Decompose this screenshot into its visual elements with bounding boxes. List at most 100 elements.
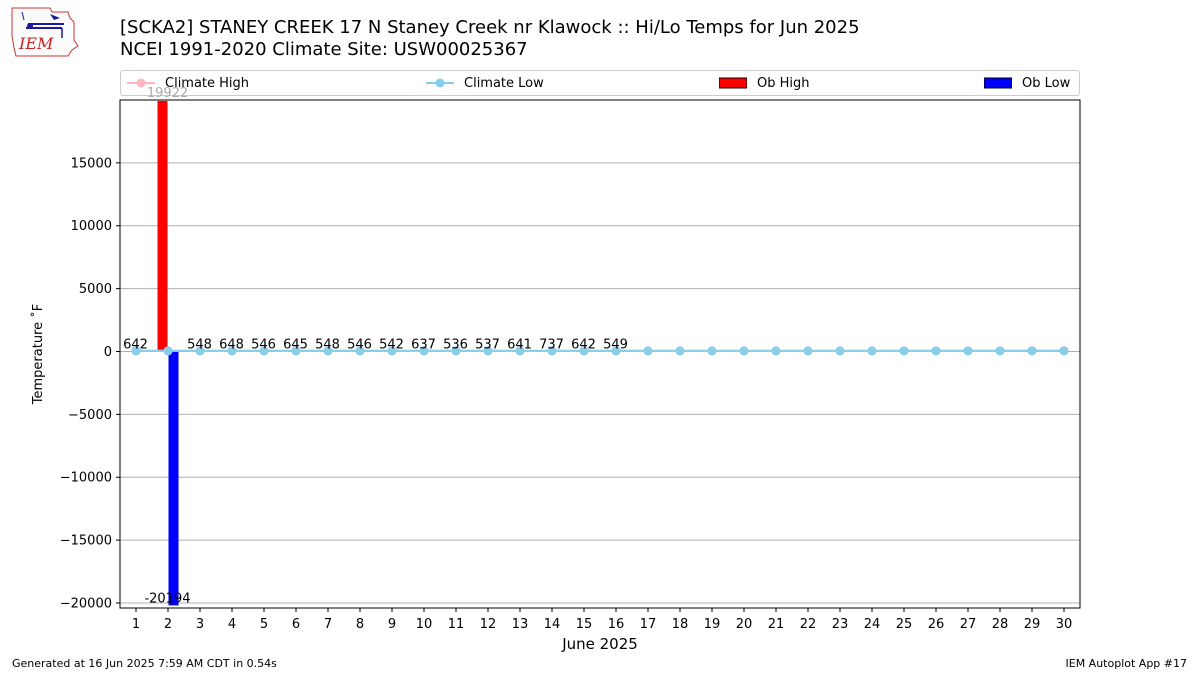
point-climate-low [707,346,717,356]
point-climate-low [995,346,1005,356]
x-tick-label: 13 [512,617,529,632]
x-tick-label: 6 [292,617,300,632]
legend-label-climate-low: Climate Low [464,75,544,91]
x-tick-label: 21 [768,617,785,632]
point-climate-low [419,346,429,356]
point-climate-low [803,346,813,356]
y-tick-label: 15000 [71,156,112,171]
point-climate-low [675,346,685,356]
point-climate-low [771,346,781,356]
data-label: 546 [251,337,276,352]
bar-ob-low [168,351,179,606]
point-climate-low [963,346,973,356]
x-tick-label: 18 [672,617,689,632]
y-tick-label: −20000 [60,596,112,611]
point-climate-low [387,346,397,356]
legend-item-climate-high: Climate High [127,71,249,95]
footer-generated: Generated at 16 Jun 2025 7:59 AM CDT in … [12,657,277,670]
data-label: 546 [347,337,372,352]
point-climate-low [835,346,845,356]
x-tick-label: 29 [1024,617,1041,632]
point-climate-low [643,346,653,356]
y-tick-label: −10000 [60,471,112,486]
point-climate-low [259,346,269,356]
legend-swatch-ob-low [984,77,1012,89]
data-label-ob-low: -20194 [144,591,190,606]
legend-swatch-climate-high [127,78,155,88]
data-label: 645 [283,337,308,352]
legend-label-climate-high: Climate High [165,75,250,91]
bar-ob-high [157,100,168,352]
x-tick-label: 11 [448,617,465,632]
point-climate-low [867,346,877,356]
x-tick-label: 9 [388,617,396,632]
chart-legend: Climate High Climate Low Ob High Ob Low [120,70,1080,96]
point-climate-low [131,346,141,356]
data-label: 536 [443,337,468,352]
point-climate-low [163,346,173,356]
point-climate-low [739,346,749,356]
iem-logo: IEM [11,7,79,57]
x-tick-label: 8 [356,617,364,632]
data-label: 542 [379,337,404,352]
point-climate-low [323,346,333,356]
x-tick-label: 12 [480,617,497,632]
x-tick-label: 24 [864,617,881,632]
x-tick-label: 14 [544,617,561,632]
point-climate-low [195,346,205,356]
data-label: 548 [187,337,212,352]
data-label: 548 [315,337,340,352]
x-tick-label: 27 [960,617,977,632]
y-axis-label: Temperature ˚F [30,304,46,405]
x-tick-label: 28 [992,617,1009,632]
x-tick-label: 7 [324,617,332,632]
x-tick-label: 23 [832,617,849,632]
point-climate-low [355,346,365,356]
x-tick-label: 3 [196,617,204,632]
legend-label-ob-low: Ob Low [1022,75,1071,91]
x-tick-label: 19 [704,617,721,632]
data-label-ob-high: 19922 [147,86,188,101]
x-tick-label: 4 [228,617,236,632]
x-tick-label: 22 [800,617,817,632]
point-climate-low [931,346,941,356]
legend-swatch-climate-low [426,78,454,88]
point-climate-low [579,346,589,356]
point-climate-low [483,346,493,356]
data-label: 641 [507,337,532,352]
footer-app: IEM Autoplot App #17 [1065,657,1188,670]
chart-subtitle: NCEI 1991-2020 Climate Site: USW00025367 [120,39,528,60]
point-climate-low [1059,346,1069,356]
y-tick-label: 0 [104,345,112,360]
x-tick-label: 2 [164,617,172,632]
point-climate-low [291,346,301,356]
x-tick-label: 15 [576,617,593,632]
data-label: 537 [475,337,500,352]
chart-title: [SCKA2] STANEY CREEK 17 N Staney Creek n… [120,17,860,38]
x-tick-label: 17 [640,617,657,632]
x-tick-label: 25 [896,617,913,632]
logo-text: IEM [18,34,54,53]
point-climate-low [547,346,557,356]
point-climate-low [1027,346,1037,356]
y-tick-label: 10000 [71,219,112,234]
x-tick-label: 1 [132,617,140,632]
y-tick-label: 5000 [79,282,112,297]
data-label: 549 [603,337,628,352]
x-axis-label: June 2025 [561,635,638,653]
x-tick-label: 20 [736,617,753,632]
legend-swatch-ob-high [719,77,747,89]
data-label: 642 [571,337,596,352]
plot-frame [119,99,1081,609]
x-tick-label: 10 [416,617,433,632]
x-tick-label: 26 [928,617,945,632]
legend-item-ob-low: Ob Low [984,71,1070,95]
data-label: 648 [219,337,244,352]
data-label: 737 [539,337,564,352]
legend-item-climate-low: Climate Low [426,71,544,95]
point-climate-low [899,346,909,356]
legend-label-ob-high: Ob High [757,75,810,91]
y-tick-label: −5000 [68,408,112,423]
point-climate-low [515,346,525,356]
